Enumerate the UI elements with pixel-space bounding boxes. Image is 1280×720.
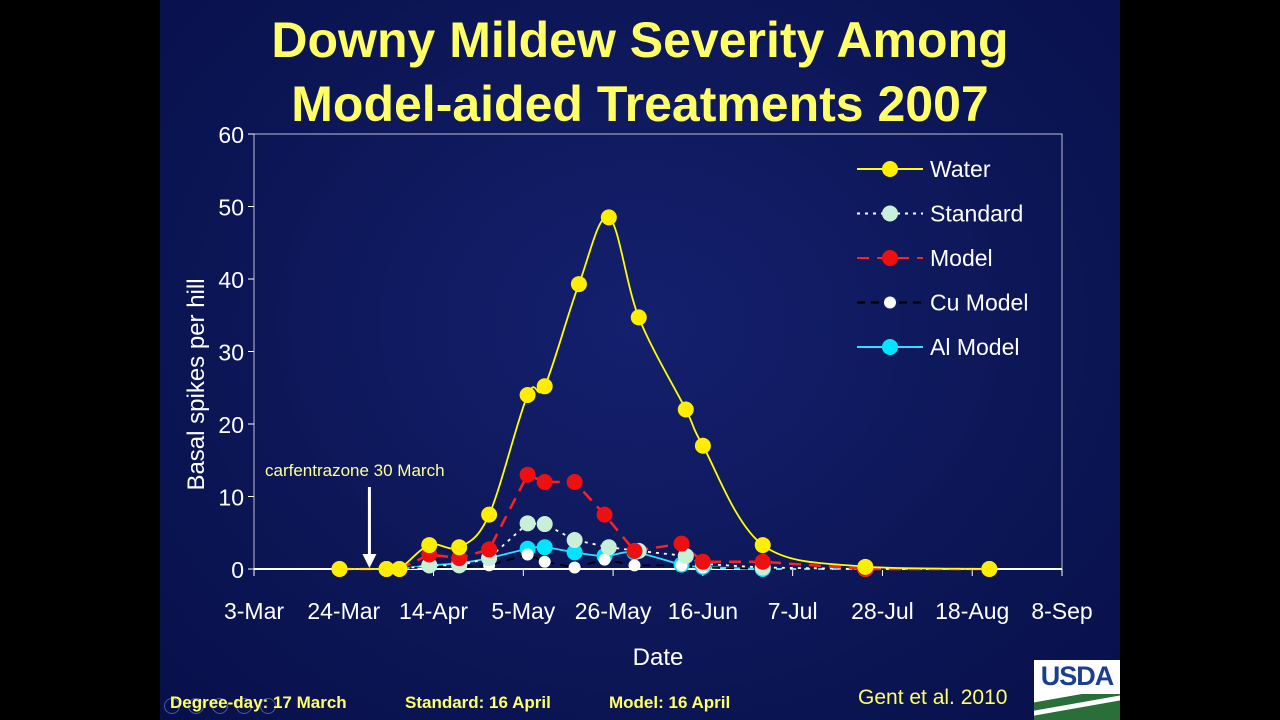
x-tick-label: 3-Mar: [224, 598, 284, 624]
legend-label: Cu Model: [930, 290, 1028, 316]
slide-background: 0 10 20 30 40 50 60 3-Mar 24-Mar 14-Apr 5-May 26-Ma…: [160, 0, 1120, 720]
data-point-water: [519, 387, 536, 403]
usda-logo-text: USDA: [1040, 661, 1115, 691]
data-point-water: [981, 561, 998, 577]
data-point-water: [630, 309, 647, 326]
x-tick-label: 7-Jul: [768, 598, 818, 624]
usda-logo: USDA: [1034, 660, 1120, 720]
data-point-cu-model: [538, 555, 551, 568]
y-tick-label: 60: [218, 122, 244, 148]
x-axis-label: Date: [633, 644, 684, 671]
data-point-cu-model: [521, 548, 534, 561]
title-line-1: Downy Mildew Severity Among: [271, 12, 1009, 68]
data-point-water: [391, 561, 408, 577]
data-point-water: [378, 561, 395, 577]
nav-menu-icon[interactable]: [212, 698, 228, 714]
legend-marker: [882, 339, 898, 355]
data-point-model: [596, 506, 613, 523]
legend-label: Standard: [930, 201, 1023, 227]
y-tick-label: 20: [218, 412, 244, 438]
footer-degree-day: Degree-day: 17 March: [170, 693, 347, 712]
data-point-cu-model: [628, 559, 641, 572]
data-point-cu-model: [598, 553, 611, 566]
legend-label: Water: [930, 156, 991, 182]
series-line-water: [339, 216, 990, 570]
x-tick-label: 18-Aug: [935, 598, 1009, 624]
x-tick-label: 28-Jul: [851, 598, 914, 624]
legend-label: Al Model: [930, 334, 1019, 360]
y-axis-label: Basal spikes per hill: [183, 278, 210, 490]
data-point-standard: [566, 532, 583, 548]
data-point-model: [754, 553, 771, 570]
usda-logo-band: [1034, 694, 1120, 720]
nav-next-icon[interactable]: [260, 698, 276, 714]
nav-zoom-icon[interactable]: [236, 698, 252, 714]
legend-marker: [884, 296, 896, 309]
series-line-model: [339, 473, 990, 571]
slideshow-nav[interactable]: [164, 698, 284, 719]
data-point-model: [566, 474, 583, 490]
data-point-cu-model: [568, 561, 581, 574]
data-point-model: [694, 553, 711, 570]
nav-prev-icon[interactable]: [164, 698, 180, 714]
x-tick-label: 5-May: [491, 598, 555, 624]
y-tick-label: 50: [218, 195, 244, 221]
legend-marker: [882, 161, 898, 177]
data-point-standard: [600, 539, 617, 556]
title-line-2: Model-aided Treatments 2007: [291, 76, 989, 132]
footer-standard: Standard: 16 April: [405, 693, 551, 712]
data-point-water: [536, 378, 553, 395]
data-point-water: [600, 209, 617, 226]
data-point-al-model: [536, 539, 553, 556]
x-tick-label: 14-Apr: [399, 598, 468, 624]
x-tick-label: 26-May: [575, 598, 652, 624]
y-tick-label: 30: [218, 340, 244, 366]
data-point-water: [421, 537, 438, 554]
data-point-standard: [677, 547, 694, 564]
legend-marker: [882, 250, 898, 266]
data-point-model: [481, 541, 498, 558]
data-point-standard: [519, 515, 536, 532]
data-point-water: [481, 506, 498, 523]
x-tick-label: 16-Jun: [668, 598, 738, 624]
footer-model: Model: 16 April: [609, 693, 731, 712]
data-point-al-model: [566, 544, 583, 561]
data-point-water: [677, 401, 694, 418]
x-tick-label: 24-Mar: [307, 598, 380, 624]
annotation-arrow-head: [362, 554, 377, 568]
data-point-water: [857, 558, 874, 575]
slide-title: Downy Mildew Severity Among Model-aided …: [160, 8, 1120, 136]
data-point-water: [694, 437, 711, 454]
data-point-water: [451, 539, 468, 556]
data-point-standard: [536, 516, 553, 533]
legend-label: Model: [930, 245, 993, 271]
data-point-model: [519, 466, 536, 483]
series-line-standard: [339, 522, 990, 570]
data-point-water: [754, 537, 771, 554]
y-tick-label: 0: [231, 557, 244, 583]
data-point-model: [673, 535, 690, 552]
y-tick-label: 10: [218, 485, 244, 511]
x-tick-label: 8-Sep: [1031, 598, 1092, 624]
data-point-water: [570, 276, 587, 293]
data-point-water: [331, 561, 348, 577]
nav-pen-icon[interactable]: [188, 698, 204, 714]
citation: Gent et al. 2010: [858, 686, 1008, 709]
legend-marker: [882, 205, 898, 222]
data-point-model: [536, 474, 553, 490]
annotation-label: carfentrazone 30 March: [265, 461, 445, 480]
chart: 0 10 20 30 40 50 60 3-Mar 24-Mar 14-Apr 5-May 26-Ma…: [183, 122, 1093, 671]
y-tick-label: 40: [218, 267, 244, 293]
data-point-model: [626, 542, 643, 559]
